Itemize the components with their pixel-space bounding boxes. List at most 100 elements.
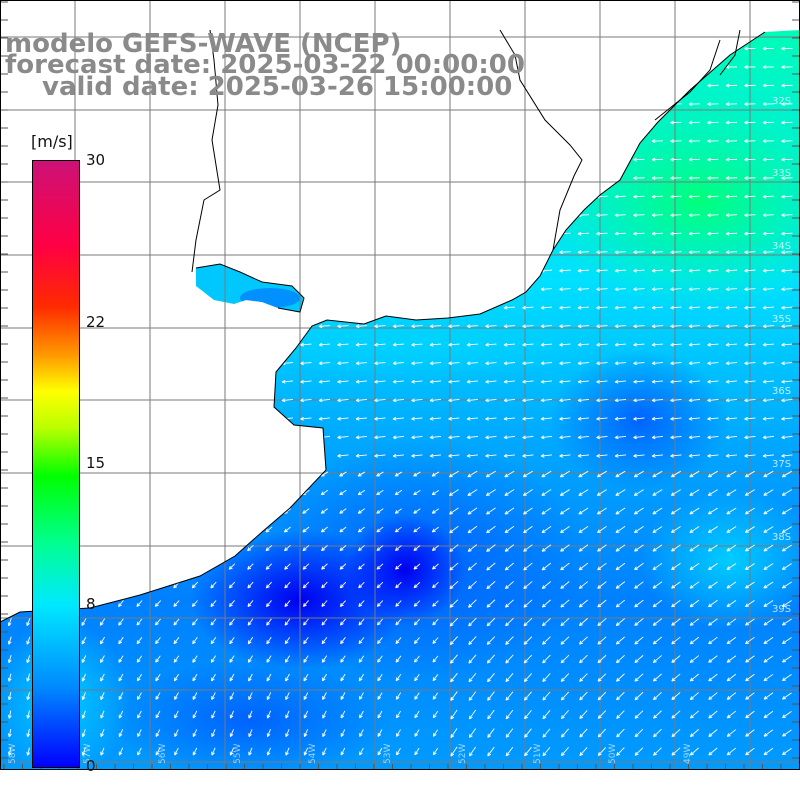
wind-arrow (670, 470, 681, 478)
wind-arrow (671, 728, 681, 738)
wind-arrow (708, 636, 718, 645)
wind-arrow (322, 692, 327, 700)
wind-arrow (26, 655, 31, 664)
wind-arrow (285, 673, 290, 682)
wind-arrow (524, 746, 532, 757)
wind-arrow (597, 654, 607, 664)
wind-arrow (358, 618, 365, 626)
wind-arrow (596, 435, 608, 440)
wind-arrow (725, 176, 738, 181)
wind-arrow (540, 287, 553, 292)
wind-arrow (504, 470, 515, 478)
wind-arrow (689, 692, 700, 700)
wind-arrow (357, 489, 366, 496)
wind-arrow (284, 600, 291, 607)
wind-arrow (596, 470, 607, 478)
wind-arrow (689, 710, 699, 719)
wind-arrow (413, 563, 421, 570)
wind-arrow (614, 287, 627, 292)
wind-arrow (744, 489, 755, 496)
wind-arrow (634, 526, 644, 534)
wind-arrow (7, 710, 12, 719)
wind-arrow (652, 673, 662, 682)
wind-arrow (359, 710, 364, 719)
wind-arrow (449, 636, 459, 646)
wind-arrow (540, 379, 553, 384)
wind-arrow (485, 379, 497, 384)
wind-arrow (174, 692, 179, 700)
wind-arrow (395, 618, 402, 626)
wind-arrow (762, 46, 775, 51)
wind-arrow (322, 729, 327, 737)
argentina-coast (195, 263, 305, 313)
wind-arrow (596, 342, 608, 347)
wind-arrow (597, 544, 607, 552)
wind-arrow (486, 617, 496, 627)
wind-arrow (616, 673, 625, 682)
wind-arrow (503, 324, 516, 329)
wind-arrow (671, 673, 681, 682)
wind-arrow (725, 268, 738, 273)
wind-arrow (192, 692, 198, 700)
wind-arrow (229, 729, 234, 738)
wind-arrow (285, 747, 290, 756)
wind-arrow (281, 379, 294, 384)
wind-arrow (707, 231, 719, 236)
wind-arrow (616, 710, 625, 719)
colorbar-tick-22: 22 (86, 312, 106, 331)
wind-arrow (651, 398, 664, 403)
wind-arrow (726, 544, 737, 552)
wind-arrow (744, 213, 756, 218)
wind-arrow (781, 83, 793, 88)
wind-arrow (597, 618, 607, 627)
wind-arrow (374, 398, 386, 403)
wind-arrow (432, 563, 439, 570)
wind-arrow (781, 379, 793, 384)
wind-arrow (485, 324, 497, 329)
wind-arrow (395, 545, 402, 551)
wind-arrow (211, 729, 216, 737)
latitude-label: 35S (772, 314, 791, 325)
wind-arrow (540, 324, 553, 329)
wind-arrow (357, 508, 366, 514)
wind-arrow (486, 562, 496, 571)
wind-arrow (466, 435, 479, 440)
wind-arrow (340, 655, 346, 663)
wind-arrow (467, 470, 478, 478)
wind-arrow (744, 398, 756, 403)
latitude-label: 36S (772, 386, 791, 397)
wind-arrow (597, 710, 607, 719)
wind-arrow (616, 747, 625, 756)
wind-arrow (81, 729, 86, 738)
wind-arrow (431, 526, 439, 533)
wind-arrow (688, 250, 701, 255)
wind-arrow (467, 489, 478, 496)
wind-arrow (726, 581, 737, 589)
wind-arrow (726, 489, 737, 496)
wind-arrow (81, 692, 86, 701)
wind-arrow (689, 507, 700, 515)
wind-arrow (211, 692, 216, 700)
wind-arrow (782, 710, 792, 719)
wind-arrow (413, 618, 421, 626)
wind-arrow (26, 618, 31, 627)
wind-arrow (708, 563, 718, 571)
wind-arrow (266, 655, 272, 663)
wind-arrow (744, 526, 755, 533)
wind-arrow (394, 489, 403, 496)
wind-arrow (559, 435, 571, 440)
wind-arrow (413, 489, 421, 496)
wind-arrow (449, 599, 459, 608)
wind-arrow (762, 305, 775, 310)
wind-arrow (449, 562, 459, 571)
wind-arrow (762, 398, 775, 403)
wind-arrow (725, 250, 738, 255)
wind-arrow (652, 470, 663, 478)
wind-arrow (707, 361, 719, 366)
wind-arrow (284, 563, 291, 570)
wind-arrow (486, 599, 496, 608)
wind-arrow (523, 525, 533, 534)
wind-arrow (688, 231, 701, 236)
wind-arrow (522, 305, 534, 310)
